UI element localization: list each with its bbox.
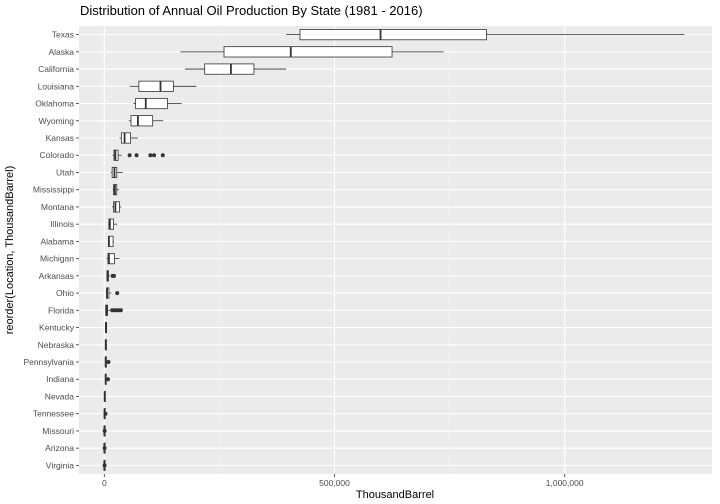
outlier-point	[127, 153, 132, 158]
box-arkansas	[106, 270, 116, 282]
y-tick-label: Oklahoma	[35, 99, 74, 109]
box-iqr	[130, 115, 154, 127]
box-nebraska	[104, 339, 108, 351]
y-tick-label: Montana	[41, 202, 74, 212]
y-tick-label: Virginia	[46, 460, 74, 470]
y-tick-label: Arizona	[45, 443, 74, 453]
box-california	[184, 63, 287, 75]
y-tick-label: Tennessee	[33, 409, 74, 419]
box-kentucky	[105, 321, 108, 334]
y-tick-label: Utah	[56, 167, 74, 177]
outlier-point	[152, 153, 157, 158]
box-colorado	[112, 149, 165, 161]
outlier-point	[160, 153, 165, 158]
y-tick-label: Pennsylvania	[23, 357, 74, 367]
box-alabama	[108, 235, 114, 247]
box-arizona	[102, 442, 107, 454]
chart-title: Distribution of Annual Oil Production By…	[80, 3, 423, 18]
box-michigan	[106, 253, 120, 265]
box-nevada	[103, 390, 106, 403]
box-illinois	[108, 218, 118, 230]
y-tick-label: Colorado	[40, 150, 75, 160]
box-iqr	[223, 46, 393, 58]
y-tick-label: Louisiana	[38, 81, 75, 91]
outlier-point	[106, 360, 111, 364]
y-tick-label: Michigan	[40, 254, 74, 264]
outlier-point	[103, 411, 108, 416]
box-indiana	[104, 373, 111, 385]
box-kansas	[119, 132, 138, 144]
box-wyoming	[128, 115, 164, 127]
outlier-point	[118, 308, 123, 313]
y-tick-label: Alaska	[48, 47, 74, 57]
y-tick-label: Florida	[48, 305, 74, 315]
box-louisiana	[129, 80, 197, 92]
y-tick-label: Ohio	[56, 288, 74, 298]
box-iqr	[299, 29, 487, 41]
y-tick-label: Texas	[52, 30, 74, 40]
outlier-point	[114, 308, 119, 313]
y-tick-label: Indiana	[46, 374, 74, 384]
box-ohio	[106, 287, 120, 299]
outlier-point	[115, 291, 120, 296]
box-iqr	[204, 63, 255, 75]
box-iqr	[120, 132, 131, 144]
box-mississippi	[112, 184, 120, 196]
box-iqr	[107, 253, 115, 265]
box-texas	[286, 29, 685, 41]
outlier-point	[148, 153, 153, 158]
x-tick-label: 1,000,000	[546, 478, 584, 488]
y-tick-label: Alabama	[40, 236, 74, 246]
y-tick-label: Kentucky	[39, 323, 75, 333]
y-tick-label: Wyoming	[39, 116, 75, 126]
box-florida	[105, 304, 123, 316]
y-tick-label: California	[38, 64, 74, 74]
box-alaska	[180, 46, 444, 58]
y-axis-title: reorder(Location, ThousandBarrel)	[4, 166, 16, 335]
y-tick-label: Arkansas	[39, 271, 74, 281]
y-tick-label: Kansas	[46, 133, 74, 143]
box-tennessee	[103, 408, 108, 420]
x-axis-ticks: 0 500,000 1,000,000	[102, 474, 584, 488]
grid-lines	[79, 26, 712, 474]
box-series	[102, 29, 685, 471]
box-missouri	[102, 425, 107, 437]
box-montana	[112, 201, 122, 213]
x-tick-label: 0	[102, 478, 107, 488]
outlier-point	[134, 153, 139, 158]
outlier-point	[111, 273, 116, 278]
y-tick-label: Missouri	[42, 426, 74, 436]
outlier-point	[102, 463, 107, 468]
box-iqr	[108, 218, 114, 230]
y-axis-ticks: Texas Alaska California Louisiana Oklahoma Wy…	[23, 30, 79, 470]
outlier-point	[102, 446, 107, 451]
y-tick-label: Mississippi	[33, 185, 74, 195]
box-oklahoma	[133, 97, 182, 110]
box-iqr	[138, 80, 174, 92]
x-tick-label: 500,000	[319, 478, 350, 488]
box-iqr	[135, 97, 168, 110]
outlier-point	[102, 428, 107, 433]
plot-panel	[79, 26, 712, 474]
y-tick-label: Illinois	[50, 219, 74, 229]
y-tick-label: Nevada	[45, 391, 75, 401]
box-iqr	[113, 201, 120, 213]
outlier-point	[106, 377, 111, 382]
x-axis-title: ThousandBarrel	[356, 489, 434, 501]
box-utah	[110, 166, 123, 179]
y-tick-label: Nebraska	[38, 340, 75, 350]
box-pennsylvania	[104, 356, 111, 368]
box-virginia	[102, 459, 107, 471]
